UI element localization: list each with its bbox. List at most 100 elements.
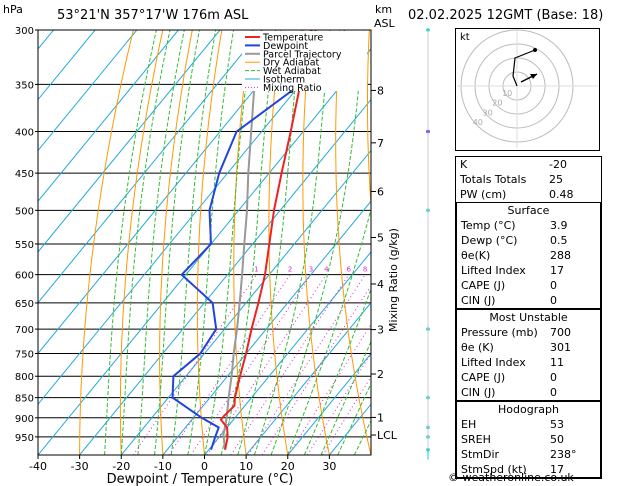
mixing-ratio-line (287, 323, 371, 455)
mixing-ratio-line (261, 285, 371, 455)
isotherm (38, 48, 371, 455)
table-row: θe(K) 288 (457, 248, 600, 263)
mixing-ratio-label: 1 (254, 266, 258, 274)
row-value: 0 (550, 294, 557, 307)
wet-adiabat (204, 30, 254, 455)
legend-entry: Isotherm (263, 75, 305, 86)
pressure-tick-label: 350 (15, 80, 34, 91)
wet-adiabat (120, 30, 171, 455)
hodograph-ring-label: 20 (492, 99, 502, 108)
mixing-ratio-label: 25 (431, 266, 440, 274)
table-row: EH 53 (457, 417, 600, 432)
row-key: Totals Totals (460, 173, 527, 186)
row-value: 0.48 (549, 188, 574, 201)
most-unstable-section: Most Unstable Pressure (mb) 700 θe (K) 301 L… (456, 309, 601, 401)
credit-text: © weatheronline.co.uk (448, 471, 574, 484)
dry-adiabat (268, 30, 289, 455)
wet-adiabat (137, 30, 185, 455)
row-value: 301 (550, 341, 571, 354)
altitude-tick-label: 6 (377, 185, 384, 198)
altitude-tick-label: 1 (377, 411, 384, 424)
isotherm (120, 149, 371, 455)
table-row: Totals Totals 25 (456, 172, 601, 187)
isotherm (204, 251, 371, 455)
row-value: 53 (550, 418, 564, 431)
hodograph-title: Hodograph (498, 403, 559, 416)
table-row: SREH 50 (457, 432, 600, 447)
table-row: Pressure (mb) 700 (457, 325, 600, 340)
mixing-ratio-label: 3 (309, 266, 313, 274)
row-key: CAPE (J) (461, 371, 506, 384)
table-row: Dewp (°C) 0.5 (457, 233, 600, 248)
pressure-tick-label: 650 (15, 299, 34, 310)
temperature-tick-label: -30 (71, 460, 89, 473)
legend-entry: Wet Adiabat (263, 66, 321, 77)
pressure-tick-label: 850 (15, 394, 34, 405)
row-value: 288 (550, 249, 571, 262)
mixing-ratio-line (190, 274, 312, 455)
mixing-ratio-line (306, 352, 371, 455)
table-row: StmDir 238° (457, 447, 600, 462)
isotherm (162, 200, 371, 455)
wet-adiabat (187, 30, 235, 455)
wet-adiabat (170, 30, 217, 455)
hodograph-ring-label: 40 (473, 118, 483, 127)
mixing-ratio-label: 6 (346, 266, 351, 274)
wet-adiabat (104, 30, 157, 455)
hodograph-trace (512, 49, 536, 87)
km-axis-unit: km (375, 3, 393, 16)
wet-adiabat (237, 30, 302, 455)
wet-adiabat (303, 287, 371, 455)
surface-section: Surface Temp (°C) 3.9 Dewp (°C) 0.5 θe(K) 288… (456, 202, 601, 309)
row-key: PW (cm) (460, 188, 507, 201)
row-value: 0 (550, 386, 557, 399)
mixing-ratio-label: 4 (324, 266, 329, 274)
table-row: θe (K) 301 (457, 340, 600, 355)
pressure-tick-label: 400 (15, 128, 34, 139)
pressure-tick-label: 800 (15, 372, 34, 383)
row-key: K (460, 158, 468, 171)
pressure-tick-label: 900 (15, 414, 34, 425)
surface-title: Surface (507, 204, 550, 217)
hodograph-unit: kt (460, 32, 470, 43)
indices-panel: K -20 Totals Totals 25 PW (cm) 0.48 Surface T… (455, 156, 602, 479)
row-value: -20 (549, 158, 567, 171)
row-key: SREH (461, 433, 491, 446)
row-key: Lifted Index (461, 264, 526, 277)
row-value: 3.9 (550, 219, 568, 232)
mixing-ratio-line (247, 274, 366, 455)
row-value: 0 (550, 279, 557, 292)
dry-adiabat (605, 30, 629, 455)
temperature-tick-label: -40 (29, 460, 47, 473)
table-row: K -20 (456, 157, 601, 172)
legend-entry: Temperature (262, 33, 323, 44)
parcel-trajectory-line (222, 30, 263, 450)
dry-adiabat (398, 30, 454, 455)
pressure-tick-label: 700 (15, 325, 34, 336)
dewpoint-line (171, 30, 313, 451)
storm-motion-arrow (530, 74, 537, 79)
dry-adiabat (119, 30, 164, 455)
row-value: 0 (550, 371, 557, 384)
row-key: CIN (J) (461, 294, 496, 307)
isotherm (38, 30, 262, 304)
legend-box (242, 31, 367, 91)
temperature-tick-label: 20 (281, 460, 295, 473)
mixing-ratio-label: 10 (374, 266, 383, 274)
row-key: Dewp (°C) (461, 234, 518, 247)
row-value: 17 (550, 264, 564, 277)
altitude-tick-label: 4 (377, 278, 384, 291)
pressure-tick-label: 550 (15, 240, 34, 251)
legend-entry: Parcel Trajectory (263, 49, 342, 60)
isotherm (38, 30, 138, 152)
hodograph-frame (455, 28, 600, 151)
altitude-tick-label: LCL (377, 429, 398, 442)
isotherm (79, 98, 371, 455)
datetime-title: 02.02.2025 12GMT (Base: 18) (408, 8, 604, 23)
pressure-tick-label: 500 (15, 206, 34, 217)
most-unstable-title: Most Unstable (489, 311, 568, 324)
legend-entry: Dewpoint (263, 41, 308, 52)
